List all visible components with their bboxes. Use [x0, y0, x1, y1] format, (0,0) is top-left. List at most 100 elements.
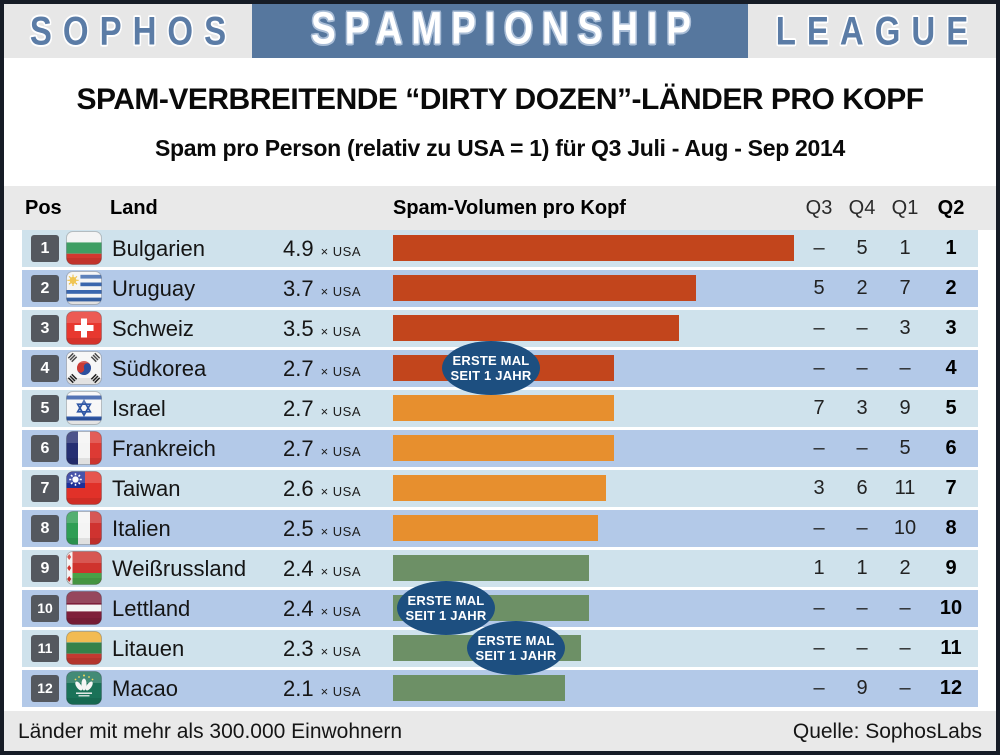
- q3-rank: 1: [813, 557, 825, 579]
- q2-rank: 4: [945, 357, 957, 379]
- badge-line1: ERSTE MAL: [407, 592, 485, 608]
- flag-southkorea-icon: [66, 351, 102, 385]
- q1-rank: 11: [894, 477, 916, 499]
- rank-badge: 2: [31, 275, 59, 302]
- q3-rank: 5: [813, 277, 825, 299]
- badge-line1: ERSTE MAL: [477, 632, 555, 648]
- spam-multiple-value: 2.3 × USA: [283, 636, 362, 661]
- table-header: Pos Land Spam-Volumen pro Kopf Q3 Q4 Q1 …: [4, 186, 996, 230]
- table-row: 5 Israel 2.7 × USA 7 3 9 5: [22, 390, 978, 427]
- q3-rank: –: [813, 677, 825, 699]
- q1-rank: –: [899, 677, 911, 699]
- flag-uruguay-icon: [66, 271, 102, 305]
- column-header-q3: Q3: [805, 197, 833, 219]
- q1-rank: 2: [899, 557, 911, 579]
- spam-volume-bar: [393, 515, 598, 541]
- spam-volume-bar: [393, 275, 696, 301]
- spampionship-title: SPAMPIONSHIP: [311, 3, 700, 54]
- erste-mal-badge: ERSTE MAL SEIT 1 JAHR: [467, 621, 565, 675]
- title-block: SPAM-VERBREITENDE “DIRTY DOZEN”-LÄNDER P…: [4, 58, 996, 186]
- erste-mal-badge: ERSTE MAL SEIT 1 JAHR: [397, 581, 495, 635]
- sophos-logo: SOPHOS: [29, 7, 238, 53]
- q1-rank: –: [899, 637, 911, 659]
- q2-rank: 8: [945, 517, 957, 539]
- q1-rank: 1: [899, 237, 911, 259]
- rank-badge: 10: [31, 595, 59, 622]
- flag-israel-icon: [66, 391, 102, 425]
- badge-line2: SEIT 1 JAHR: [475, 648, 557, 663]
- q2-rank: 7: [945, 477, 957, 499]
- spam-volume-bar: [393, 675, 565, 701]
- q3-rank: –: [813, 237, 825, 259]
- q4-rank: –: [856, 317, 868, 339]
- flag-macao-icon: [66, 671, 102, 705]
- flag-lithuania-icon: [66, 631, 102, 665]
- column-header-q4: Q4: [848, 197, 876, 219]
- spam-multiple-value: 2.4 × USA: [283, 596, 362, 621]
- q4-rank: 6: [856, 477, 868, 499]
- table-row: 3 Schweiz 3.5 × USA – – 3 3: [22, 310, 978, 347]
- q2-rank: 6: [945, 437, 957, 459]
- spam-multiple-value: 2.7 × USA: [283, 436, 362, 461]
- flag-switzerland-icon: [66, 311, 102, 345]
- footer-source: Quelle: SophosLabs: [792, 720, 982, 743]
- spam-volume-bar: [393, 435, 614, 461]
- column-header-volume: Spam-Volumen pro Kopf: [393, 197, 626, 219]
- q4-rank: –: [856, 517, 868, 539]
- header-left-panel: SOPHOS: [4, 4, 252, 58]
- q1-rank: –: [899, 357, 911, 379]
- country-name: Uruguay: [112, 276, 196, 301]
- spam-multiple-value: 3.5 × USA: [283, 316, 362, 341]
- country-name: Weißrussland: [112, 556, 247, 581]
- column-header-pos: Pos: [25, 197, 62, 219]
- rank-badge: 4: [31, 355, 59, 382]
- q2-rank: 9: [945, 557, 957, 579]
- q1-rank: 5: [899, 437, 911, 459]
- spam-multiple-value: 2.7 × USA: [283, 396, 362, 421]
- table-row: 1 Bulgarien 4.9 × USA – 5 1 1: [22, 230, 978, 267]
- table-row: 12 Macao 2.1 × USA – 9 – 12: [22, 670, 978, 707]
- country-name: Frankreich: [112, 436, 216, 461]
- q3-rank: –: [813, 517, 825, 539]
- spam-multiple-value: 2.6 × USA: [283, 476, 362, 501]
- q4-rank: 9: [856, 677, 868, 699]
- q3-rank: –: [813, 357, 825, 379]
- rank-badge: 8: [31, 515, 59, 542]
- table-row: 7 Taiwan 2.6 × USA 3 6 11 7: [22, 470, 978, 507]
- rank-badge: 9: [31, 555, 59, 582]
- header-center-panel: SPAMPIONSHIP: [252, 3, 748, 58]
- table-row: 9 Weißrussland 2.4 × USA 1 1 2 9: [22, 550, 978, 587]
- q2-rank: 3: [945, 317, 957, 339]
- footer: Länder mit mehr als 300.000 Einwohnern Q…: [4, 711, 996, 751]
- badge-line1: ERSTE MAL: [452, 352, 530, 368]
- column-header-q1: Q1: [891, 197, 919, 219]
- spam-volume-bar: [393, 315, 679, 341]
- spam-volume-bar: [393, 235, 794, 261]
- spam-multiple-value: 2.7 × USA: [283, 356, 362, 381]
- q1-rank: –: [899, 597, 911, 619]
- spam-multiple-value: 2.4 × USA: [283, 556, 362, 581]
- q3-rank: 7: [813, 397, 825, 419]
- page-subtitle: Spam pro Person (relativ zu USA = 1) für…: [154, 135, 846, 161]
- badge-line2: SEIT 1 JAHR: [405, 608, 487, 623]
- q2-rank: 10: [939, 597, 963, 619]
- q4-rank: 5: [856, 237, 868, 259]
- q2-rank: 5: [945, 397, 957, 419]
- country-name: Bulgarien: [112, 236, 205, 261]
- country-name: Südkorea: [112, 356, 207, 381]
- spam-volume-bar: [393, 395, 614, 421]
- flag-latvia-icon: [66, 591, 102, 625]
- rank-badge: 6: [31, 435, 59, 462]
- q3-rank: –: [813, 637, 825, 659]
- spam-multiple-value: 3.7 × USA: [283, 276, 362, 301]
- league-label: LEAGUE: [775, 7, 980, 53]
- column-header-q2: Q2: [937, 197, 965, 219]
- country-name: Macao: [112, 676, 179, 701]
- q1-rank: 7: [899, 277, 911, 299]
- page-title: SPAM-VERBREITENDE “DIRTY DOZEN”-LÄNDER P…: [76, 83, 924, 116]
- country-ranking-table: 1 Bulgarien 4.9 × USA –5 1 1 2 Uruguay 3.7 × USA…: [22, 230, 978, 707]
- header-band: SOPHOS SPAMPIONSHIP LEAGUE: [4, 4, 996, 58]
- header-right-panel: LEAGUE: [748, 4, 996, 58]
- table-row: 6 Frankreich 2.7 × USA – – 5 6: [22, 430, 978, 467]
